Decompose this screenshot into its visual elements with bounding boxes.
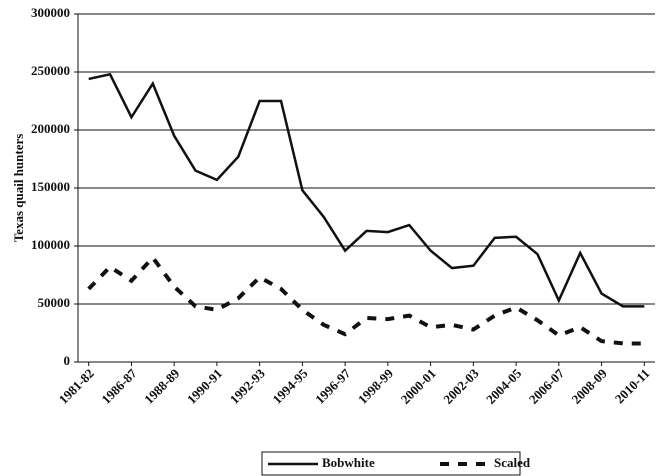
x-tick-label: 1981-82	[56, 366, 97, 407]
x-tick-label: 2008-09	[569, 365, 611, 407]
y-tick-label: 150000	[31, 179, 70, 194]
x-tick-label: 1994-95	[269, 365, 311, 407]
y-tick-label: 300000	[31, 5, 70, 20]
y-tick-label: 0	[64, 353, 71, 368]
y-tick-label: 200000	[31, 121, 70, 136]
x-tick-label: 1992-93	[227, 365, 269, 407]
x-tick-label: 2000-01	[398, 366, 439, 407]
y-tick-label: 250000	[31, 63, 70, 78]
y-tick-label: 50000	[38, 295, 71, 310]
series-line	[88, 72, 645, 308]
x-tick-label: 1996-97	[312, 365, 354, 407]
x-tick-label: 2006-07	[526, 365, 568, 407]
x-tick-label: 2002-03	[440, 365, 482, 407]
series-line	[87, 254, 645, 346]
x-tick-label: 1998-99	[355, 365, 397, 407]
legend-box	[261, 451, 521, 476]
legend-label: Bobwhite	[322, 455, 375, 470]
x-tick-label: 1986-87	[98, 365, 140, 407]
x-tick-label: 1988-89	[141, 365, 183, 407]
x-tick-label: 2004-05	[483, 365, 525, 407]
y-tick-label: 100000	[31, 237, 70, 252]
legend-label: Scaled	[494, 455, 531, 470]
y-axis-label: Texas quail hunters	[11, 134, 26, 243]
x-tick-label: 1990-91	[184, 366, 225, 407]
x-tick-label: 2010-11	[612, 366, 653, 407]
